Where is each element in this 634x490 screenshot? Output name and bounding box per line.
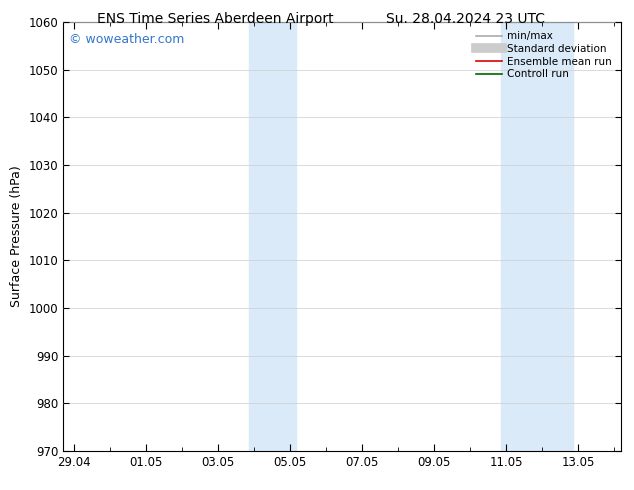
Legend: min/max, Standard deviation, Ensemble mean run, Controll run: min/max, Standard deviation, Ensemble me…: [472, 27, 616, 83]
Text: ENS Time Series Aberdeen Airport: ENS Time Series Aberdeen Airport: [97, 12, 334, 26]
Text: Su. 28.04.2024 23 UTC: Su. 28.04.2024 23 UTC: [387, 12, 545, 26]
Text: © woweather.com: © woweather.com: [69, 33, 184, 46]
Bar: [501, 22, 573, 451]
Bar: [249, 22, 295, 451]
Y-axis label: Surface Pressure (hPa): Surface Pressure (hPa): [10, 166, 23, 307]
